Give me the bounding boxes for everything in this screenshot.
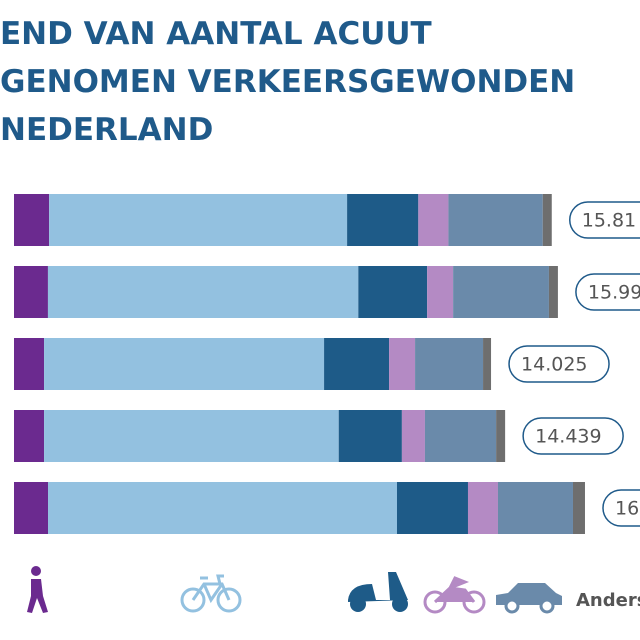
bar-segment bbox=[401, 410, 425, 462]
total-label: 15.99 bbox=[588, 282, 640, 304]
bar-segment bbox=[497, 482, 573, 534]
bar-segment bbox=[424, 410, 497, 462]
bar-segment bbox=[396, 482, 468, 534]
total-pill bbox=[569, 201, 640, 239]
bar-segment bbox=[548, 266, 558, 318]
title-line: GENOMEN VERKEERSGEWONDEN bbox=[0, 64, 575, 100]
total-pill bbox=[508, 345, 610, 383]
bar-segment bbox=[49, 194, 348, 246]
bar-segment bbox=[338, 410, 402, 462]
bar-segment bbox=[389, 338, 416, 390]
total-label: 14.025 bbox=[521, 354, 587, 376]
total-pill bbox=[522, 417, 624, 455]
total-pill bbox=[602, 489, 640, 527]
total-label: 16.2 bbox=[615, 498, 640, 520]
bar-segment bbox=[14, 338, 45, 390]
car-icon bbox=[496, 583, 562, 614]
bar-segment bbox=[483, 338, 492, 390]
bicycle-icon bbox=[180, 574, 242, 613]
total-label: 15.81 bbox=[582, 210, 636, 232]
bar-segment bbox=[358, 266, 428, 318]
legend-label: Anders bbox=[576, 590, 640, 611]
motorcycle-icon bbox=[423, 576, 486, 614]
bar-segment bbox=[48, 482, 397, 534]
bar-segment bbox=[418, 194, 449, 246]
bar-segment bbox=[324, 338, 390, 390]
title-line: END VAN AANTAL ACUUT bbox=[0, 16, 432, 52]
bar-segment bbox=[14, 266, 48, 318]
bar-segment bbox=[47, 266, 359, 318]
bar-segment bbox=[44, 410, 339, 462]
scooter-icon bbox=[348, 572, 408, 612]
total-label: 14.439 bbox=[535, 426, 601, 448]
bar-segment bbox=[496, 410, 506, 462]
total-pill bbox=[575, 273, 640, 311]
bar-segment bbox=[14, 194, 50, 246]
bar-segment bbox=[542, 194, 552, 246]
bar-segment bbox=[467, 482, 498, 534]
bar-segment bbox=[14, 410, 45, 462]
bar-segment bbox=[347, 194, 419, 246]
bar-segment bbox=[44, 338, 325, 390]
bar-segment bbox=[448, 194, 543, 246]
bar-segment bbox=[453, 266, 549, 318]
bar-segment bbox=[14, 482, 49, 534]
title-line: NEDERLAND bbox=[0, 112, 213, 148]
pedestrian-icon bbox=[27, 566, 48, 613]
bar-segment bbox=[415, 338, 484, 390]
legend-icons bbox=[27, 566, 562, 614]
bar-segment bbox=[572, 482, 585, 534]
bar-segment bbox=[427, 266, 454, 318]
